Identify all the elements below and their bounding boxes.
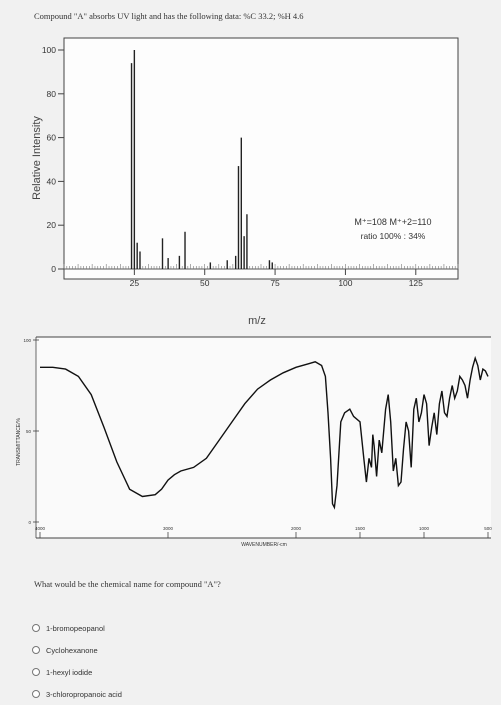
question-text: What would be the chemical name for comp… (34, 579, 221, 589)
ms-y-tick-label: 0 (51, 264, 56, 274)
ms-plot-frame (63, 37, 459, 280)
ms-y-tick-label: 20 (47, 220, 57, 230)
radio-icon[interactable] (32, 646, 40, 654)
ms-x-tick-label: 100 (338, 278, 352, 288)
ir-y-tick-label: 50 (26, 429, 32, 434)
ms-y-tick-label: 60 (47, 133, 57, 143)
option-label: 1-hexyl iodide (46, 667, 93, 677)
ir-y-tick-label: 0 (28, 520, 31, 525)
ir-x-tick-label: 1000 (419, 526, 430, 531)
ir-x-tick-label: 3000 (163, 526, 174, 531)
ir-spectrum-svg: 4000 3000 2000 1500 1000 500 0 50 100 TRANSMITT… (16, 336, 492, 548)
option-2[interactable]: Cyclohexanone (32, 639, 122, 661)
ms-x-tick-label: 75 (270, 278, 280, 288)
ms-annotation-line2: ratio 100% : 34% (361, 231, 426, 241)
ir-x-tick-label: 4000 (35, 526, 46, 531)
mass-spectrum-chart: 25 50 75 100 125 0 20 40 60 80 100 Relative Inten… (0, 28, 501, 328)
ms-x-axis-label: m/z (248, 315, 266, 327)
ir-x-tick-label: 500 (484, 526, 492, 531)
ms-x-tick-label: 25 (130, 278, 140, 288)
radio-icon[interactable] (32, 690, 40, 698)
ms-y-axis-label: Relative Intensity (31, 116, 43, 200)
option-4[interactable]: 3-chloropropanoic acid (32, 683, 122, 705)
ms-y-tick-label: 80 (47, 89, 57, 99)
ms-y-tick-label: 100 (42, 45, 56, 55)
ir-x-tick-label: 1500 (355, 526, 366, 531)
ms-x-tick-label: 50 (200, 278, 210, 288)
answer-options: 1-bromopeopanol Cyclohexanone 1-hexyl io… (32, 617, 122, 705)
ms-annotation-line1: M⁺=108 M⁺+2=110 (354, 217, 431, 227)
radio-icon[interactable] (32, 668, 40, 676)
ir-y-axis-label: TRANSMITTANCE/% (16, 417, 22, 466)
option-label: Cyclohexanone (46, 645, 98, 655)
ir-spectrum-chart: 4000 3000 2000 1500 1000 500 0 50 100 TRANSMITT… (0, 332, 501, 572)
ir-series-line (40, 355, 489, 510)
option-label: 3-chloropropanoic acid (46, 689, 122, 699)
radio-icon[interactable] (32, 624, 40, 632)
option-3[interactable]: 1-hexyl iodide (32, 661, 122, 683)
ms-y-tick-label: 40 (47, 176, 57, 186)
question-header: Compound "A" absorbs UV light and has th… (34, 11, 304, 21)
option-1[interactable]: 1-bromopeopanol (32, 617, 122, 639)
mass-spectrum-svg: 25 50 75 100 125 0 20 40 60 80 100 Relative Inten… (31, 37, 459, 327)
ir-x-tick-label: 2000 (291, 526, 302, 531)
ir-x-axis-label: WAVENUMBER/-cm (241, 542, 287, 548)
ms-x-tick-label: 125 (409, 278, 423, 288)
ir-plot-area (36, 337, 491, 538)
option-label: 1-bromopeopanol (46, 623, 105, 633)
ir-y-tick-label: 100 (23, 338, 31, 343)
